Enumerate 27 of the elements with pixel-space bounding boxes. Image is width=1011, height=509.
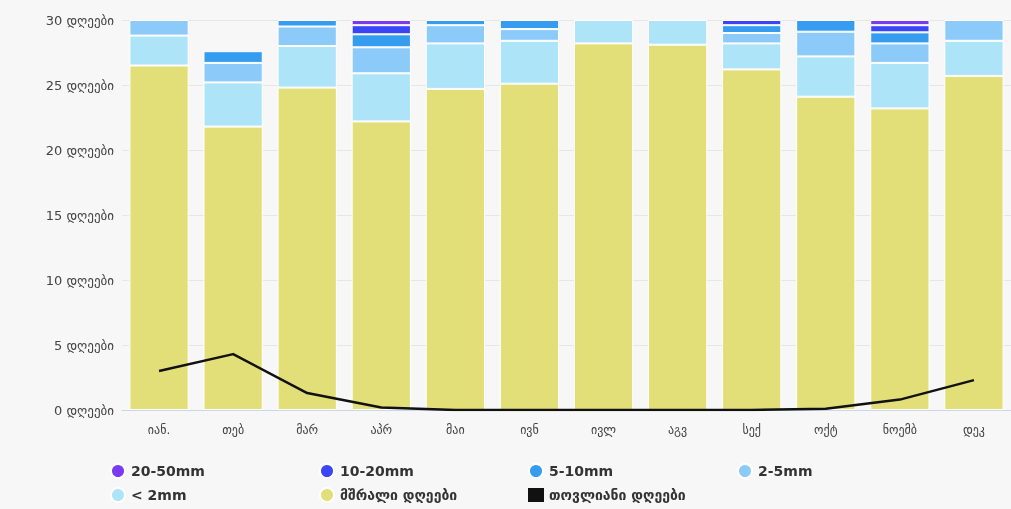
y-tick-label: 10 დღეები — [45, 272, 115, 288]
x-tick-label: ნოემბ — [882, 423, 918, 437]
y-tick-label: 5 დღეები — [54, 337, 115, 353]
legend-label: თოვლიანი დღეები — [549, 487, 686, 503]
legend-label: მშრალი დღეები — [340, 487, 458, 503]
x-tick-label: აპრ — [370, 423, 393, 437]
x-tick-label: ოქტ — [814, 423, 838, 437]
x-tick-label: სექ — [742, 423, 761, 437]
x-tick-label: თებ — [222, 423, 245, 437]
x-tick-label: ივნ — [520, 423, 539, 437]
x-tick-label: დეკ — [962, 423, 985, 437]
x-tick-label: ივლ — [590, 423, 617, 437]
y-tick-label: 20 დღეები — [45, 142, 115, 158]
x-tick-label: აგვ — [668, 423, 688, 437]
x-tick-label: მარ — [296, 423, 319, 437]
legend-label: 10-20mm — [340, 463, 414, 479]
y-tick-label: 25 დღეები — [45, 77, 115, 93]
legend-label: 20-50mm — [131, 463, 205, 479]
x-tick-label: მაი — [446, 423, 465, 437]
legend-label: 5-10mm — [549, 463, 614, 479]
x-tick-label: იან. — [147, 423, 171, 437]
y-tick-label: 0 დღეები — [54, 402, 115, 418]
y-tick-label: 15 დღეები — [45, 207, 115, 223]
legend-label: < 2mm — [131, 487, 187, 503]
legend-label: 2-5mm — [758, 463, 813, 479]
y-tick-label: 30 დღეები — [45, 12, 115, 28]
line-series — [157, 352, 976, 412]
